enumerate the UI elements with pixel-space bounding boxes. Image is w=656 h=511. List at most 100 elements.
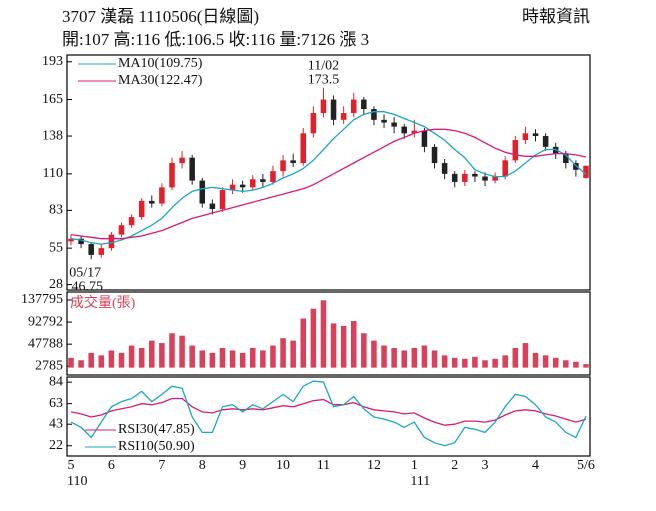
panel-frame	[66, 376, 591, 457]
candle-body	[512, 140, 519, 161]
year-label: 110	[67, 474, 87, 489]
panel-frame	[66, 54, 591, 291]
bar	[401, 350, 408, 368]
panel-frame	[66, 291, 591, 376]
bar	[451, 357, 458, 368]
candle-body	[138, 200, 145, 218]
candle-body	[330, 99, 337, 120]
x-tick-label: 4	[532, 458, 539, 473]
candle-body	[290, 160, 296, 164]
candle-body	[108, 234, 115, 249]
series-line	[70, 111, 587, 245]
x-tick-label: 8	[199, 458, 206, 473]
candle-body	[401, 126, 408, 134]
candle-body	[563, 153, 569, 164]
y-tick-label: 193	[42, 54, 63, 69]
candle-body	[320, 99, 327, 114]
quote: 開:107 高:116 低:106.5 收:116 量:7126 漲 3	[62, 30, 369, 49]
bar	[411, 347, 418, 368]
candle-body	[310, 113, 317, 134]
series-line	[70, 380, 587, 447]
y-tick-label: 55	[49, 240, 63, 255]
bar	[290, 340, 296, 368]
bar	[239, 352, 246, 368]
bar	[219, 347, 226, 368]
bar	[199, 350, 206, 368]
candle-body	[522, 133, 529, 141]
annotation: 05/17	[69, 265, 101, 280]
bar	[169, 333, 175, 368]
legend-label: RSI30(47.85)	[118, 422, 195, 437]
bar	[209, 352, 216, 368]
bar	[542, 355, 549, 368]
candle-body	[249, 179, 256, 188]
candle-body	[340, 113, 347, 120]
bar	[431, 350, 438, 368]
x-tick-label: 2	[451, 458, 458, 473]
bar	[573, 361, 579, 368]
y-tick-label: 165	[42, 92, 63, 107]
bar	[229, 350, 236, 368]
y-tick-label: 43	[49, 416, 63, 431]
bar	[149, 340, 155, 368]
bar	[310, 308, 317, 368]
y-tick-label: 138	[42, 128, 63, 143]
chart-title: 3707 漢磊 1110506(日線圖)	[62, 7, 259, 26]
bar	[532, 352, 539, 368]
x-tick-label: 9	[239, 458, 246, 473]
candle-body	[482, 176, 488, 181]
candle-body	[199, 180, 206, 204]
bar	[280, 338, 286, 368]
legend-label: 成交量(張)	[70, 294, 136, 311]
bar	[128, 345, 135, 368]
candle-body	[300, 133, 307, 164]
y-tick-label: 2785	[35, 358, 63, 373]
x-tick-label: 7	[158, 458, 165, 473]
x-tick-label: 5	[68, 458, 75, 473]
candle-body	[118, 225, 125, 235]
bar	[350, 320, 357, 368]
candle-body	[361, 99, 367, 110]
x-tick-label: 10	[276, 458, 290, 473]
bar	[502, 355, 508, 368]
candle-body	[209, 203, 216, 209]
candle-body	[472, 173, 478, 177]
y-tick-label: 47788	[28, 336, 63, 351]
bar	[381, 345, 387, 368]
bar	[189, 345, 195, 368]
bar	[78, 360, 84, 368]
candle-body	[532, 133, 539, 137]
bar	[441, 355, 448, 368]
bar	[179, 335, 185, 368]
bar	[462, 358, 468, 368]
bar	[249, 347, 256, 368]
candle-body	[583, 165, 589, 178]
x-tick-label: 1	[411, 458, 418, 473]
candle-body	[98, 248, 105, 255]
candle-body	[189, 157, 195, 181]
bar	[421, 345, 428, 368]
candle-body	[371, 109, 377, 120]
bar	[472, 356, 478, 368]
bar	[118, 352, 125, 368]
y-tick-label: 92792	[28, 314, 63, 329]
candle-body	[350, 99, 357, 114]
bar	[68, 357, 74, 368]
annotation: 46.75	[71, 279, 103, 294]
candle-body	[542, 136, 549, 147]
candle-body	[280, 160, 286, 172]
bar	[371, 340, 377, 368]
bar	[340, 325, 347, 368]
bar	[492, 358, 498, 368]
bar	[159, 343, 165, 368]
x-tick-label: 11	[317, 458, 330, 473]
x-tick-label: 3	[482, 458, 489, 473]
legend-label: MA10(109.75)	[118, 56, 203, 71]
candle-body	[451, 173, 458, 182]
candle-body	[229, 184, 236, 191]
bar	[270, 345, 276, 368]
candle-body	[128, 217, 135, 226]
candle-body	[492, 176, 498, 181]
